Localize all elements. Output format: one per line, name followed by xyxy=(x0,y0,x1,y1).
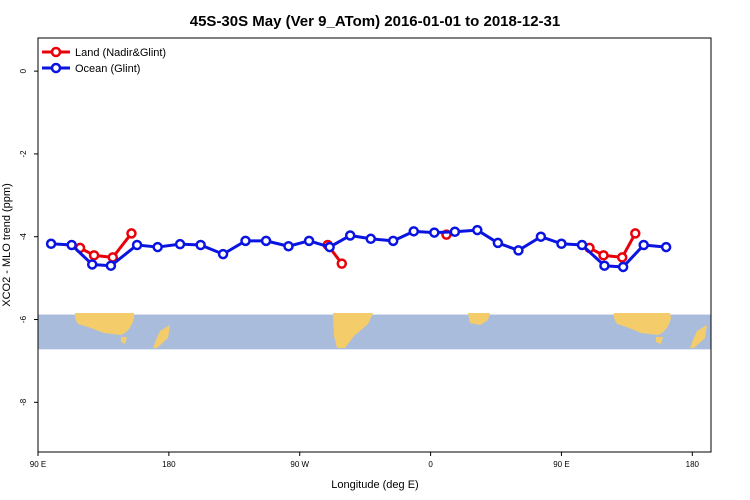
x-tick-label: 90 W xyxy=(290,460,309,469)
data-point-ocean xyxy=(492,237,504,249)
series-line-land xyxy=(588,232,637,259)
landmass-australia-right xyxy=(614,313,671,335)
x-tick-label: 180 xyxy=(162,460,176,469)
data-point-ocean xyxy=(429,227,440,238)
y-tick-label: -6 xyxy=(19,315,28,323)
y-tick-label: 0 xyxy=(19,68,28,73)
x-tick-label: 90 E xyxy=(30,460,46,469)
data-point-ocean xyxy=(617,261,629,273)
x-tick-label: 0 xyxy=(428,460,433,469)
data-point-ocean xyxy=(86,259,98,270)
landmass-south-america xyxy=(333,313,373,348)
data-point-ocean xyxy=(303,235,315,247)
x-tick-label: 180 xyxy=(686,460,700,469)
data-point-ocean xyxy=(599,260,610,271)
data-point-ocean xyxy=(66,239,77,251)
ocean-background xyxy=(38,314,711,350)
data-point-ocean xyxy=(660,241,672,253)
map-band xyxy=(38,313,711,350)
series-line-land xyxy=(79,232,133,259)
data-point-ocean xyxy=(45,238,57,250)
data-point-ocean xyxy=(260,235,272,247)
landmass-newzealand-right xyxy=(690,325,707,348)
data-point-ocean xyxy=(472,224,483,236)
y-tick-label: -4 xyxy=(19,233,28,241)
series-ocean xyxy=(45,224,672,273)
chart-title: 45S-30S May (Ver 9_ATom) 2016-01-01 to 2… xyxy=(190,13,560,30)
data-point-land xyxy=(630,228,641,239)
data-point-ocean xyxy=(365,233,377,245)
landmass-tasmania-right xyxy=(656,337,663,344)
data-point-land xyxy=(126,228,137,239)
data-point-ocean xyxy=(535,231,547,242)
plot-frame xyxy=(37,37,712,453)
landmass-south-africa xyxy=(468,313,490,325)
legend-label-ocean: Ocean (Glint) xyxy=(75,63,140,75)
data-point-ocean xyxy=(387,235,399,247)
y-axis: 0 -2 -4 -6 -8 xyxy=(19,68,38,406)
data-point-ocean xyxy=(152,241,163,253)
landmass-australia-left xyxy=(75,313,134,335)
y-tick-label: -8 xyxy=(19,398,28,406)
data-point-ocean xyxy=(408,226,420,237)
data-point-land xyxy=(616,252,628,263)
data-point-ocean xyxy=(638,239,649,251)
data-point-land xyxy=(598,250,609,261)
data-point-ocean xyxy=(283,240,294,252)
landmass-newzealand-left xyxy=(153,325,170,348)
data-point-ocean xyxy=(344,230,356,241)
series-line-ocean xyxy=(50,228,667,269)
series-layer xyxy=(45,224,672,273)
data-point-ocean xyxy=(240,235,251,247)
x-tick-label: 90 E xyxy=(553,460,569,469)
legend-label-land: Land (Nadir&Glint) xyxy=(75,47,166,59)
y-tick-label: -2 xyxy=(19,150,28,158)
data-point-ocean xyxy=(576,239,588,251)
data-point-ocean xyxy=(195,239,206,251)
legend-marker-land xyxy=(50,46,62,58)
data-point-ocean xyxy=(131,239,143,251)
data-point-ocean xyxy=(174,238,186,250)
landmass-tasmania-left xyxy=(121,337,127,344)
data-point-land xyxy=(336,258,348,269)
y-axis-label: XCO2 - MLO trend (ppm) xyxy=(1,183,13,306)
data-point-ocean xyxy=(449,226,461,238)
legend-marker-ocean xyxy=(50,62,62,74)
x-axis-label: Longitude (deg E) xyxy=(331,479,418,491)
x-axis: 90 E 180 90 W 0 90 E 180 xyxy=(30,452,700,469)
data-point-ocean xyxy=(513,245,524,256)
data-point-land xyxy=(88,250,100,261)
data-point-ocean xyxy=(105,260,117,271)
data-point-ocean xyxy=(217,248,229,260)
legend: Land (Nadir&Glint) Ocean (Glint) xyxy=(42,46,166,75)
data-point-ocean xyxy=(324,241,335,253)
data-point-ocean xyxy=(556,238,567,250)
